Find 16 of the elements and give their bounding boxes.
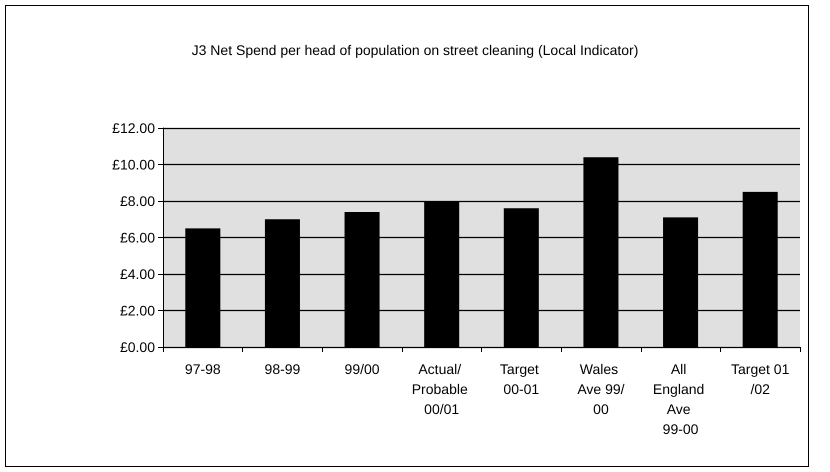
- y-tick-label: £0.00: [120, 339, 156, 355]
- x-tick-label: Wales Ave 99/00: [577, 361, 625, 417]
- x-tick-label: Actual/ Probable 00/01: [412, 361, 472, 417]
- y-tick-label: £12.00: [112, 120, 156, 136]
- x-tick-label: 99/00: [344, 361, 380, 377]
- y-tick-label: £6.00: [120, 230, 156, 246]
- x-tick-label: 97-98: [184, 361, 221, 377]
- y-tick-label: £10.00: [112, 156, 156, 172]
- x-tick-label: 98-99: [264, 361, 301, 377]
- chart-title: J3 Net Spend per head of population on street cleaning (Local Indicator): [192, 42, 638, 58]
- x-tick-label: Target 00-01: [500, 361, 543, 397]
- y-tick-label: £4.00: [120, 266, 156, 282]
- y-tick-label: £8.00: [120, 193, 156, 209]
- x-tick-label: Target 01/02: [731, 361, 790, 397]
- y-tick-label: £2.00: [120, 302, 156, 318]
- x-tick-label: All England Ave 99-00: [652, 361, 708, 437]
